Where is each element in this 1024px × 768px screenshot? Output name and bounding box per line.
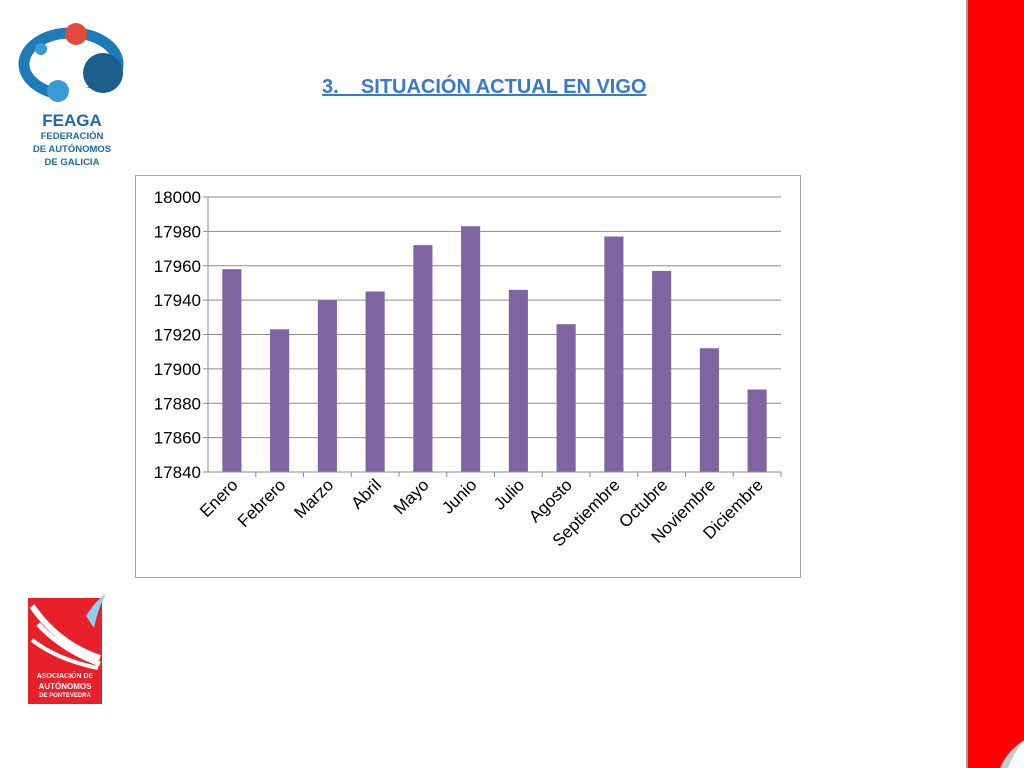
feaga-subtitle-line-2: DE AUTÓNOMOS xyxy=(32,144,112,155)
y-tick-label: 17980 xyxy=(154,222,201,241)
bar-marzo xyxy=(317,300,337,472)
bar-septiembre xyxy=(604,236,624,472)
bar-enero xyxy=(222,269,242,472)
bar-chart: 18000 17980 17960 17940 17920 17900 17880 17860… xyxy=(154,188,782,550)
y-tick-label: 17960 xyxy=(154,257,201,276)
feaga-subtitle-line-3: DE GALICIA xyxy=(44,157,100,168)
y-tick-label: 17900 xyxy=(154,360,201,379)
pontevedra-line-3: DE PONTEVEDRA xyxy=(39,693,91,699)
x-tick-label: Enero xyxy=(196,475,242,521)
y-tick-label: 17840 xyxy=(154,463,201,482)
chart-frame: 18000 17980 17960 17940 17920 17900 17880 17860… xyxy=(135,175,801,578)
x-tick-label: Marzo xyxy=(290,475,337,522)
bar-octubre xyxy=(652,270,672,472)
x-tick-label: Julio xyxy=(490,475,528,513)
x-tick-label: Abril xyxy=(347,475,384,512)
red-side-band xyxy=(966,0,1024,768)
y-tick-label: 17860 xyxy=(154,429,201,448)
x-tick-label: Junio xyxy=(438,475,480,517)
bar-noviembre xyxy=(699,348,719,472)
feaga-logo: FEAGA FEDERACIÓN DE AUTÓNOMOS DE GALICIA xyxy=(16,18,131,173)
slide-title: 3. SITUACIÓN ACTUAL EN VIGO xyxy=(322,76,647,98)
pontevedra-logo: ASOCIACIÓN DE AUTÓNOMOS DE PONTEVEDRA xyxy=(28,594,106,706)
x-tick-label: Febrero xyxy=(234,475,290,531)
bar-agosto xyxy=(556,324,576,472)
bar-abril xyxy=(365,291,385,472)
bar-mayo xyxy=(413,245,433,472)
x-tick-label: Mayo xyxy=(390,475,433,518)
bar-diciembre xyxy=(747,389,767,472)
pontevedra-line-1: ASOCIACIÓN DE xyxy=(36,673,94,680)
bar-febrero xyxy=(270,329,290,472)
y-tick-label: 18000 xyxy=(154,188,201,207)
pontevedra-emblem-icon xyxy=(28,594,106,704)
feaga-emblem-icon xyxy=(18,23,124,102)
y-tick-label: 17880 xyxy=(154,394,201,413)
bar-junio xyxy=(461,226,481,472)
feaga-name: FEAGA xyxy=(42,111,102,130)
y-tick-label: 17940 xyxy=(154,291,201,310)
feaga-subtitle-line-1: FEDERACIÓN xyxy=(40,131,104,142)
y-tick-label: 17920 xyxy=(154,326,201,345)
pontevedra-line-2: AUTÓNOMOS xyxy=(38,682,92,691)
bar-julio xyxy=(508,289,528,472)
